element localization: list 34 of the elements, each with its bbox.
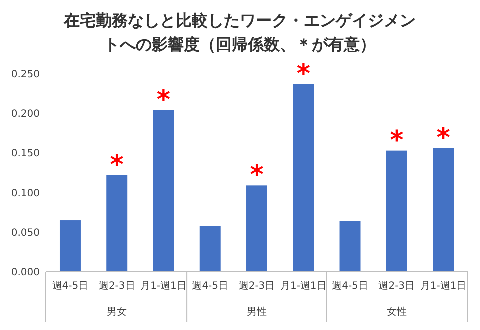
y-tick-label: 0.000	[11, 268, 40, 278]
text: 男女	[107, 306, 128, 318]
data-label: *	[436, 123, 451, 154]
data-label: *	[250, 160, 264, 191]
y-tick-label: 0.050	[11, 228, 40, 239]
y-tick-label: 0.100	[11, 188, 40, 200]
data-label: *	[156, 85, 171, 116]
x-tick-label: 月1-週1日	[140, 281, 187, 292]
y-tick-label: 0.250	[11, 70, 40, 80]
bar	[433, 148, 454, 272]
y-tick-label: 0.150	[11, 148, 40, 160]
bar	[60, 220, 81, 272]
bar	[200, 226, 221, 272]
bar	[153, 110, 174, 272]
bar	[340, 221, 361, 272]
text: 女性	[386, 306, 407, 318]
bar	[106, 175, 128, 272]
x-tick-label: 週2-3日	[98, 281, 136, 292]
data-label: *	[296, 59, 311, 90]
x-tick-label: 週4-5日	[332, 281, 368, 292]
data-label: *	[390, 126, 404, 156]
x-tick-label: 週4-5日	[52, 281, 89, 292]
y-tick-label: 0.200	[11, 109, 40, 120]
chart-title: 在宅勤務なしと比較したワーク・エンゲイジメントへの影響度（回帰係数、＊が有意）	[63, 11, 416, 54]
x-tick-label: 月1-週1日	[280, 281, 327, 292]
bar	[293, 84, 314, 272]
text: 男性	[247, 306, 267, 318]
x-tick-label: 週2-3日	[238, 281, 276, 292]
bar	[246, 186, 268, 272]
bar	[386, 150, 408, 272]
x-tick-label: 週4-5日	[192, 281, 229, 292]
data-label: *	[110, 150, 124, 180]
x-tick-label: 週2-3日	[378, 281, 416, 292]
x-tick-label: 月1-週1日	[420, 281, 467, 292]
